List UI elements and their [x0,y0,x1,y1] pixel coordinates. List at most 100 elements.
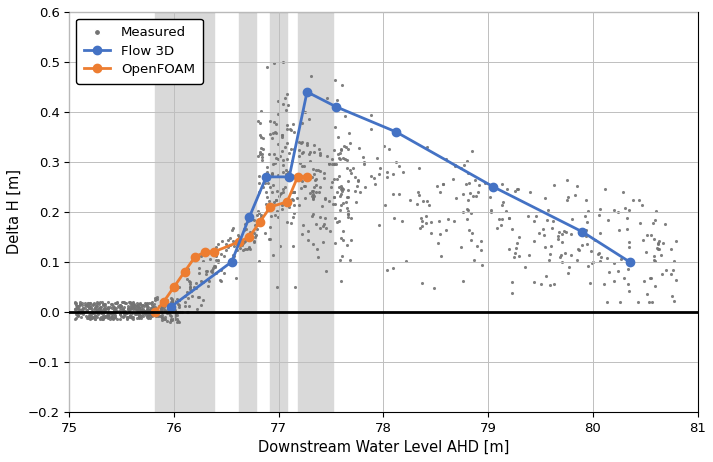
Point [123,306,135,314]
Point [206,268,217,276]
Point [633,197,645,204]
Flow 3D [262,174,270,180]
Point [280,106,292,113]
Point [582,240,593,247]
Point [89,315,101,322]
Point [249,217,260,224]
Point [466,230,478,237]
Point [80,299,91,306]
Point [435,252,446,259]
Point [262,170,273,178]
Point [230,274,241,282]
Point [477,261,488,269]
Point [138,312,149,319]
Point [476,246,487,254]
Point [217,237,228,245]
Point [590,237,601,244]
Point [466,148,478,155]
Point [106,313,118,321]
Point [103,303,114,310]
Point [143,310,155,317]
Point [329,194,340,201]
Flow 3D [625,259,634,265]
Point [393,162,404,170]
Point [249,230,260,237]
Point [82,301,93,309]
Point [332,133,344,140]
OpenFOAM [159,299,168,304]
Point [660,220,671,228]
Point [96,303,107,310]
Point [230,239,242,247]
Point [665,270,677,278]
Point [141,309,153,316]
Point [72,308,83,316]
Point [277,101,288,108]
Point [556,258,568,266]
Point [265,130,276,138]
Point [108,315,120,322]
Point [652,240,663,248]
Point [670,276,681,283]
Point [580,196,592,204]
Point [306,192,317,200]
Point [94,308,106,315]
Point [98,305,110,312]
Point [91,302,103,310]
Point [167,296,178,304]
Point [277,185,289,193]
Point [120,308,131,315]
Point [343,213,354,220]
Point [182,295,193,302]
Point [272,207,283,214]
Point [443,216,454,223]
Point [157,312,168,319]
Point [335,185,347,193]
Point [296,138,307,146]
Point [329,240,341,247]
Point [101,312,112,319]
Point [317,202,328,210]
Point [84,316,96,323]
Point [287,158,298,165]
Point [156,296,168,304]
Point [229,242,240,249]
Point [122,313,133,321]
Point [274,242,285,249]
Point [165,313,177,320]
Point [166,317,178,324]
Point [593,211,605,218]
Point [134,300,145,308]
Point [307,195,319,203]
Point [602,217,614,224]
Point [306,173,317,181]
Point [333,217,344,225]
Point [87,314,98,322]
Point [202,276,214,283]
Point [311,181,322,188]
Point [282,155,293,162]
Point [85,313,96,320]
Point [657,270,668,278]
Point [245,246,256,253]
Point [416,214,427,222]
Point [155,309,166,316]
Point [577,241,588,249]
Point [272,283,283,291]
Point [421,143,433,151]
Point [365,172,376,179]
Point [319,195,331,202]
Point [170,312,181,320]
Point [200,267,212,274]
Point [636,201,647,208]
Point [640,248,652,255]
Point [270,154,282,162]
Point [97,300,108,307]
Point [182,308,193,316]
Point [558,227,569,234]
Point [288,145,299,152]
Point [95,313,106,320]
Point [212,256,223,264]
Point [414,225,426,232]
Point [365,111,376,119]
